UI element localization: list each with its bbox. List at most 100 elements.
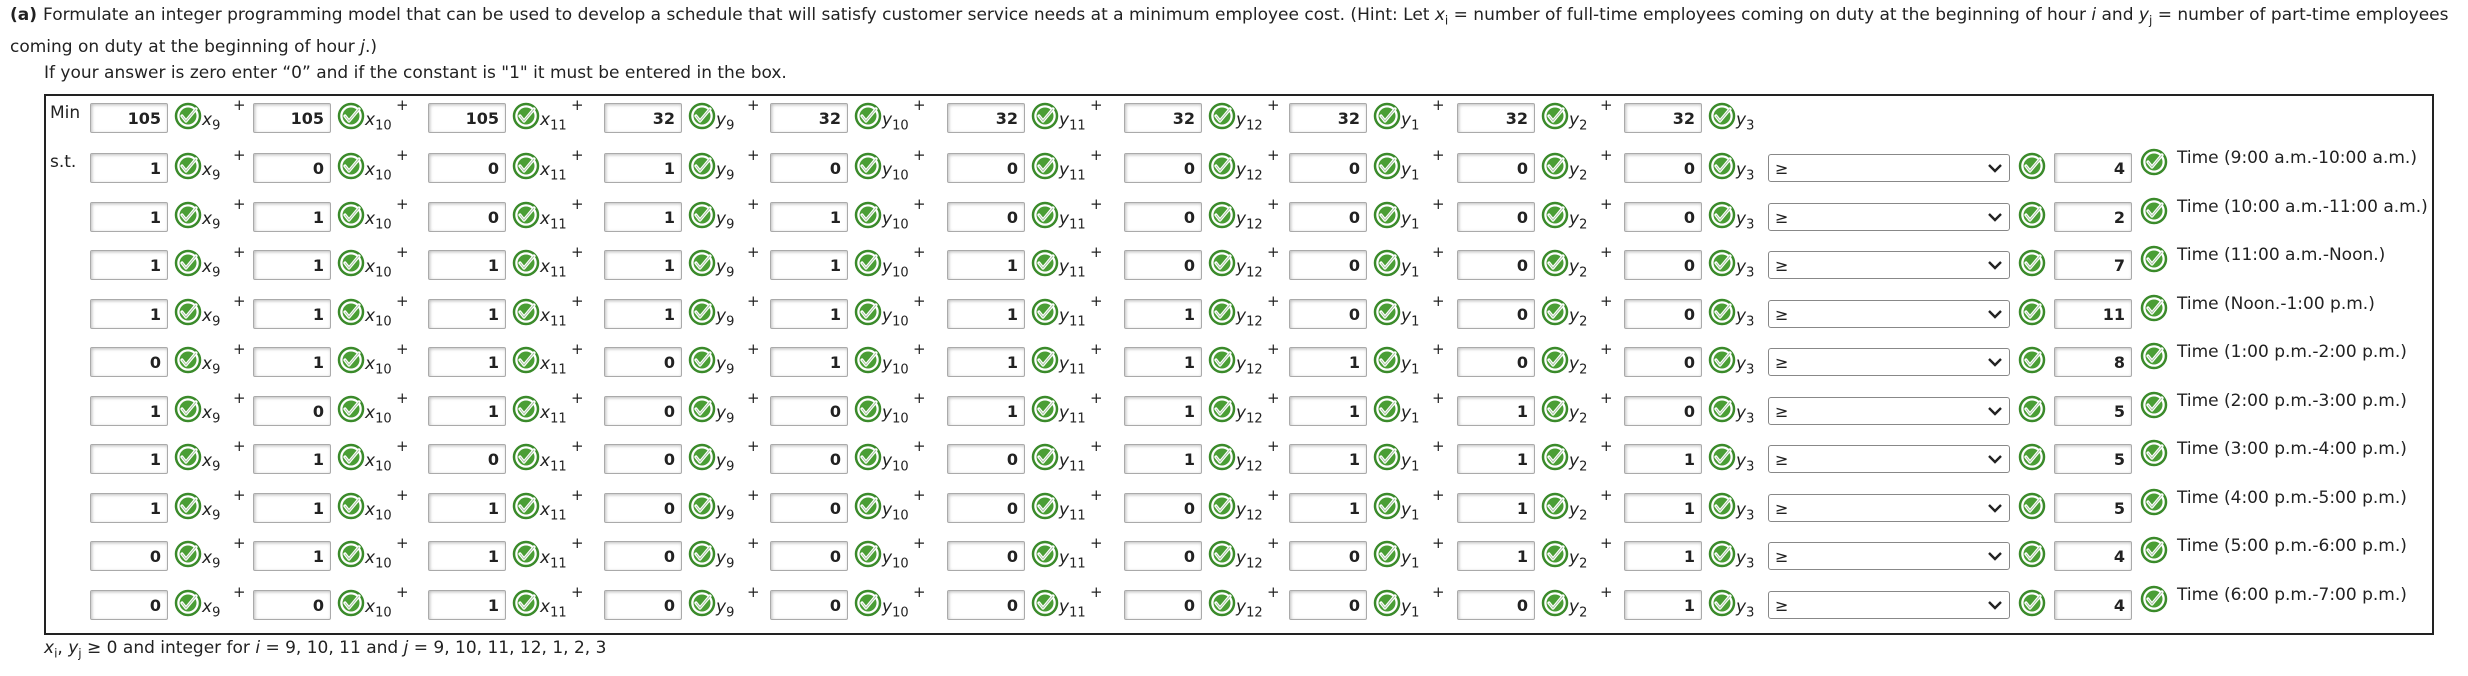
coefficient-input[interactable]: 1	[1124, 347, 1202, 377]
coefficient-input[interactable]: 0	[1457, 298, 1535, 329]
relation-select[interactable]: ≥	[1768, 396, 2010, 425]
coefficient-input[interactable]: 1	[428, 298, 506, 329]
relation-select[interactable]: ≥	[1768, 154, 2010, 182]
coefficient-input[interactable]: 1	[1624, 541, 1702, 571]
coefficient-input[interactable]: 1	[253, 347, 331, 377]
coefficient-input[interactable]: 105	[253, 103, 331, 133]
rhs-input[interactable]: 7	[2054, 250, 2132, 280]
rhs-input[interactable]: 5	[2054, 492, 2132, 523]
coefficient-input[interactable]: 1	[1124, 444, 1202, 474]
coefficient-input[interactable]: 0	[947, 153, 1025, 183]
coefficient-input[interactable]: 1	[1624, 589, 1702, 620]
rhs-input[interactable]: 5	[2054, 444, 2132, 474]
coefficient-input[interactable]: 1	[90, 492, 168, 523]
coefficient-input[interactable]: 1	[253, 444, 331, 474]
coefficient-input[interactable]: 1	[253, 298, 331, 329]
coefficient-input[interactable]: 1	[90, 153, 168, 183]
coefficient-input[interactable]: 0	[770, 395, 848, 426]
coefficient-input[interactable]: 32	[947, 103, 1025, 133]
coefficient-input[interactable]: 1	[1289, 444, 1367, 474]
coefficient-input[interactable]: 0	[1457, 250, 1535, 280]
coefficient-input[interactable]: 0	[770, 541, 848, 571]
coefficient-input[interactable]: 0	[1124, 589, 1202, 620]
coefficient-input[interactable]: 1	[1124, 298, 1202, 329]
coefficient-input[interactable]: 0	[947, 492, 1025, 523]
coefficient-input[interactable]: 32	[1124, 103, 1202, 133]
coefficient-input[interactable]: 1	[947, 347, 1025, 377]
coefficient-input[interactable]: 1	[1457, 492, 1535, 523]
coefficient-input[interactable]: 0	[1289, 298, 1367, 329]
coefficient-input[interactable]: 1	[253, 201, 331, 232]
coefficient-input[interactable]: 0	[1124, 201, 1202, 232]
coefficient-input[interactable]: 0	[90, 347, 168, 377]
coefficient-input[interactable]: 0	[604, 395, 682, 426]
coefficient-input[interactable]: 1	[428, 250, 506, 280]
coefficient-input[interactable]: 0	[428, 153, 506, 183]
coefficient-input[interactable]: 0	[1457, 201, 1535, 232]
coefficient-input[interactable]: 32	[770, 103, 848, 133]
rhs-input[interactable]: 4	[2054, 589, 2132, 620]
coefficient-input[interactable]: 1	[1457, 444, 1535, 474]
coefficient-input[interactable]: 0	[1124, 541, 1202, 571]
coefficient-input[interactable]: 1	[947, 250, 1025, 280]
coefficient-input[interactable]: 1	[770, 201, 848, 232]
coefficient-input[interactable]: 0	[1124, 492, 1202, 523]
coefficient-input[interactable]: 1	[428, 589, 506, 620]
coefficient-input[interactable]: 1	[770, 298, 848, 329]
coefficient-input[interactable]: 1	[90, 298, 168, 329]
coefficient-input[interactable]: 0	[947, 201, 1025, 232]
relation-select[interactable]: ≥	[1768, 202, 2010, 231]
coefficient-input[interactable]: 32	[1289, 103, 1367, 133]
coefficient-input[interactable]: 1	[1457, 395, 1535, 426]
coefficient-input[interactable]: 1	[1124, 395, 1202, 426]
coefficient-input[interactable]: 1	[90, 250, 168, 280]
coefficient-input[interactable]: 1	[1289, 492, 1367, 523]
coefficient-input[interactable]: 0	[1624, 201, 1702, 232]
coefficient-input[interactable]: 1	[90, 444, 168, 474]
coefficient-input[interactable]: 0	[770, 589, 848, 620]
coefficient-input[interactable]: 32	[604, 103, 682, 133]
coefficient-input[interactable]: 0	[770, 153, 848, 183]
relation-select[interactable]: ≥	[1768, 251, 2010, 279]
rhs-input[interactable]: 4	[2054, 541, 2132, 571]
coefficient-input[interactable]: 0	[604, 589, 682, 620]
coefficient-input[interactable]: 1	[90, 395, 168, 426]
coefficient-input[interactable]: 105	[428, 103, 506, 133]
coefficient-input[interactable]: 0	[1124, 250, 1202, 280]
coefficient-input[interactable]: 1	[604, 201, 682, 232]
coefficient-input[interactable]: 0	[1624, 395, 1702, 426]
coefficient-input[interactable]: 0	[1624, 298, 1702, 329]
coefficient-input[interactable]: 0	[947, 541, 1025, 571]
coefficient-input[interactable]: 1	[604, 250, 682, 280]
coefficient-input[interactable]: 1	[253, 250, 331, 280]
coefficient-input[interactable]: 0	[1289, 250, 1367, 280]
coefficient-input[interactable]: 1	[90, 201, 168, 232]
coefficient-input[interactable]: 0	[253, 153, 331, 183]
coefficient-input[interactable]: 1	[253, 492, 331, 523]
coefficient-input[interactable]: 0	[604, 492, 682, 523]
relation-select[interactable]: ≥	[1768, 299, 2010, 328]
coefficient-input[interactable]: 0	[604, 541, 682, 571]
coefficient-input[interactable]: 0	[90, 589, 168, 620]
coefficient-input[interactable]: 1	[428, 347, 506, 377]
coefficient-input[interactable]: 0	[947, 444, 1025, 474]
rhs-input[interactable]: 4	[2054, 153, 2132, 183]
coefficient-input[interactable]: 0	[253, 589, 331, 620]
coefficient-input[interactable]: 0	[1624, 153, 1702, 183]
coefficient-input[interactable]: 0	[947, 589, 1025, 620]
relation-select[interactable]: ≥	[1768, 590, 2010, 619]
coefficient-input[interactable]: 1	[604, 153, 682, 183]
coefficient-input[interactable]: 1	[604, 298, 682, 329]
coefficient-input[interactable]: 1	[1457, 541, 1535, 571]
coefficient-input[interactable]: 1	[947, 395, 1025, 426]
coefficient-input[interactable]: 1	[428, 541, 506, 571]
coefficient-input[interactable]: 0	[1624, 250, 1702, 280]
coefficient-input[interactable]: 1	[770, 250, 848, 280]
coefficient-input[interactable]: 0	[1457, 347, 1535, 377]
coefficient-input[interactable]: 1	[770, 347, 848, 377]
coefficient-input[interactable]: 1	[1289, 395, 1367, 426]
coefficient-input[interactable]: 0	[604, 444, 682, 474]
relation-select[interactable]: ≥	[1768, 493, 2010, 522]
coefficient-input[interactable]: 0	[1289, 589, 1367, 620]
coefficient-input[interactable]: 0	[604, 347, 682, 377]
